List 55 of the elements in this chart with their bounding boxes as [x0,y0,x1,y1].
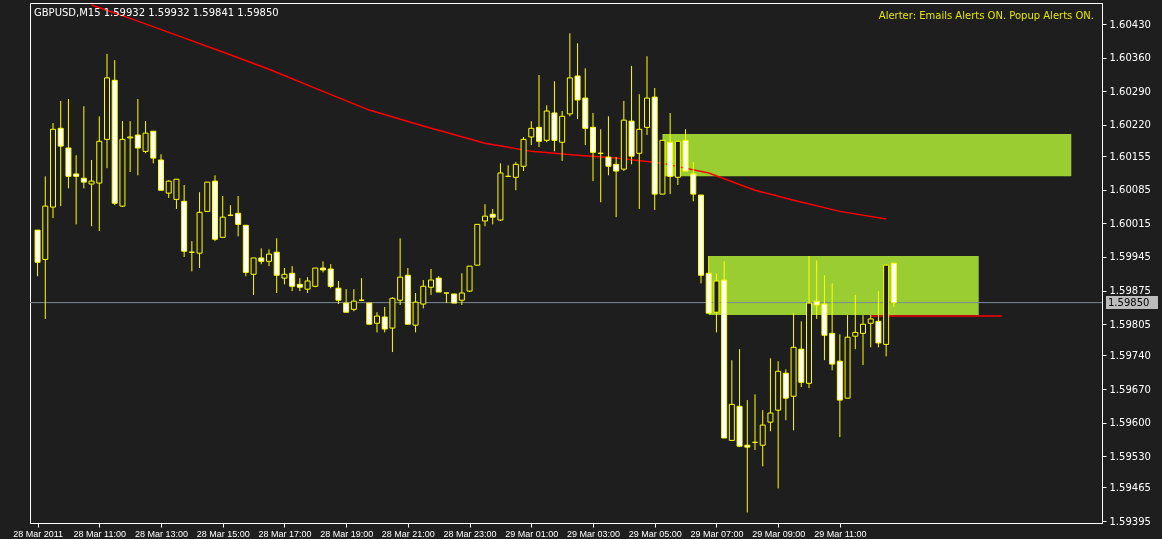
candlestick [428,268,434,296]
y-tick-label: 1.60015 [1109,217,1151,229]
candlestick [860,314,866,366]
y-tick-label: 1.59395 [1109,515,1151,527]
candlestick [350,288,357,312]
candlestick [690,161,697,202]
y-tick-label: 1.59875 [1109,285,1151,297]
candlestick [127,120,134,173]
x-tick-label: 28 Mar 17:00 [258,528,312,539]
candlestick [374,311,380,333]
y-tick-label: 1.59805 [1109,318,1151,330]
y-tick-label: 1.59530 [1109,450,1151,462]
candlestick [57,100,64,207]
y-tick-label: 1.59670 [1109,383,1151,395]
x-tick-label: 28 Mar 19:00 [320,528,374,539]
y-tick-label: 1.59740 [1109,349,1151,361]
ref-line-label: 1.59850 [1108,296,1150,308]
x-tick-label: 29 Mar 05:00 [628,528,682,539]
x-tick-label: 29 Mar 03:00 [566,528,621,539]
x-tick-label: 28 Mar 23:00 [443,528,497,539]
candlestick [528,120,535,146]
y-tick-label: 1.60360 [1109,52,1151,64]
candlestick [327,263,334,289]
x-tick-label: 28 Mar 21:00 [381,528,435,539]
y-tick-label: 1.59945 [1109,251,1151,263]
candlestick [235,195,242,237]
candlestick [343,288,350,313]
candlestick [759,409,766,467]
candlestick [482,203,488,227]
x-tick-label: 28 Mar 2011 [13,528,64,539]
candlestick [266,248,272,267]
candlestick [536,74,542,148]
y-tick-label: 1.60430 [1109,18,1151,30]
x-tick-label: 29 Mar 07:00 [690,528,744,539]
x-tick-label: 29 Mar 11:00 [814,528,867,539]
x-tick-label: 28 Mar 13:00 [134,528,189,539]
y-tick-label: 1.60290 [1109,85,1151,97]
candlestick [767,357,774,432]
x-tick-label: 28 Mar 11:00 [73,528,126,539]
x-tick-label: 29 Mar 09:00 [752,528,806,539]
y-tick-label: 1.60220 [1109,119,1151,131]
y-tick-label: 1.59465 [1109,481,1151,493]
candlestick [443,292,450,304]
y-tick-label: 1.60155 [1109,150,1151,162]
x-tick-label: 29 Mar 01:00 [505,528,559,539]
candlestick [458,272,465,306]
annotation: Alerter: Emails Alerts ON. Popup Alerts ON. [878,10,1094,21]
y-tick-label: 1.59600 [1109,417,1151,429]
candlestick [219,195,226,238]
candlestick [335,280,342,305]
candlestick [852,294,859,350]
x-tick-label: 28 Mar 15:00 [196,528,250,539]
candlestick [320,260,326,273]
y-tick-label: 1.60085 [1109,184,1151,196]
candlestick [366,302,373,325]
